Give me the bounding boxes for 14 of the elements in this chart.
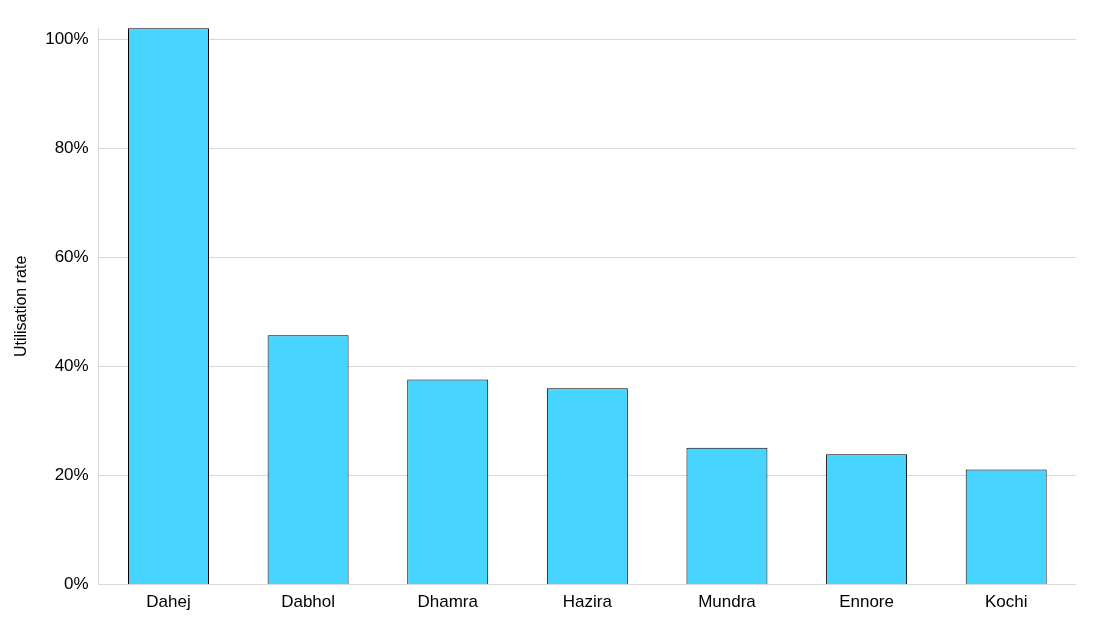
y-tick-label: 100% — [45, 28, 89, 48]
x-tick-label: Dahej — [146, 592, 191, 612]
y-tick-label: 20% — [54, 465, 89, 485]
y-axis-title: Utilisation rate — [12, 255, 30, 358]
x-tick-label: Mundra — [698, 592, 757, 612]
x-tick-label: Hazira — [562, 592, 613, 612]
y-tick-label: 40% — [54, 356, 89, 376]
x-tick-label: Dhamra — [417, 592, 479, 612]
y-tick-label: 60% — [54, 246, 89, 266]
x-tick-label: Ennore — [839, 592, 894, 612]
y-tick-label: 0% — [64, 574, 89, 594]
y-tick-label: 80% — [54, 137, 89, 157]
x-tick-label: Kochi — [984, 592, 1028, 612]
x-tick-label: Dabhol — [281, 592, 336, 612]
